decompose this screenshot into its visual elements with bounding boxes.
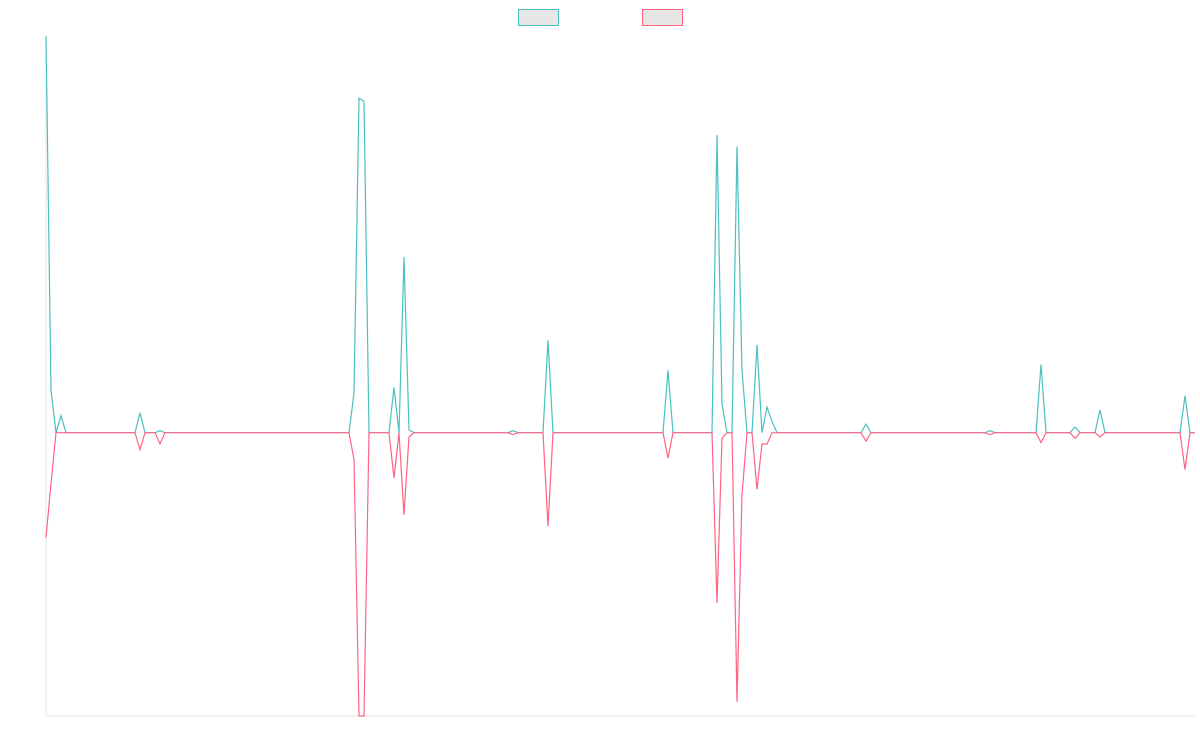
legend-swatch (518, 9, 559, 26)
series-line (45, 35, 1195, 434)
series-line (45, 432, 1195, 717)
legend-swatch (642, 9, 683, 26)
